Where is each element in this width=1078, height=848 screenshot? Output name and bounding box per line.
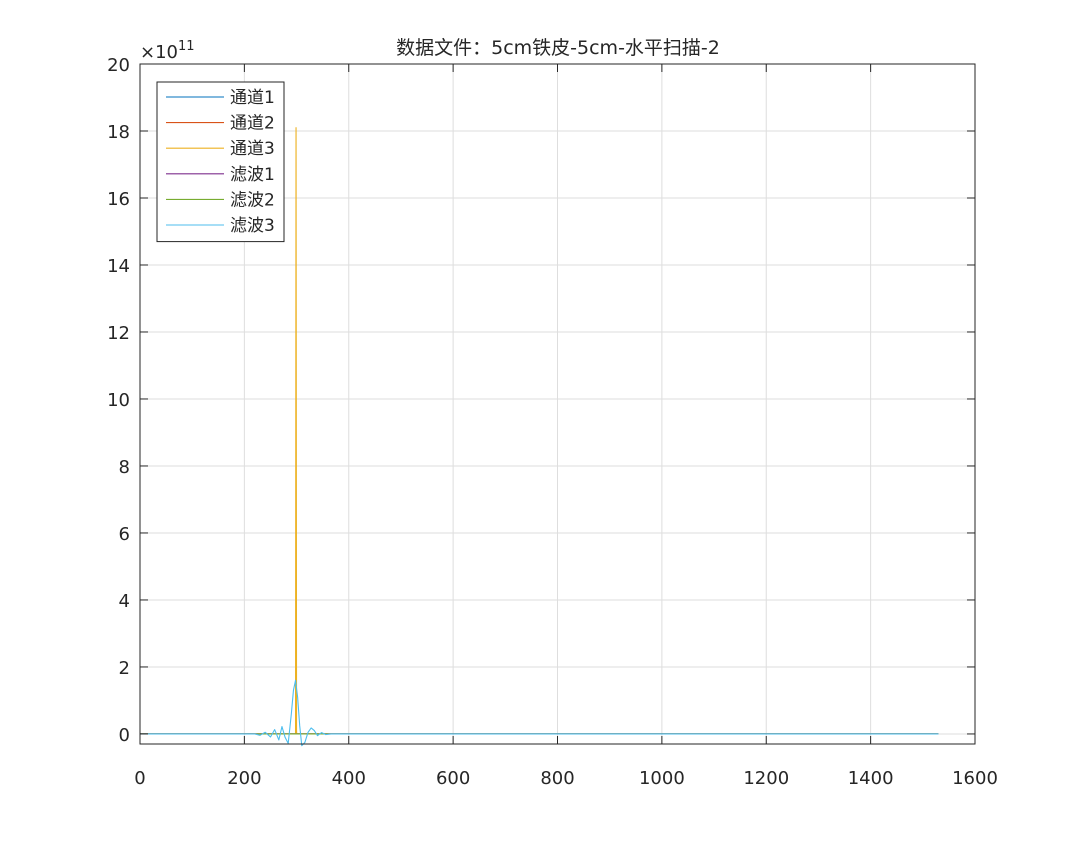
- y-exponent-label: ×1011: [140, 39, 195, 63]
- y-tick-label: 8: [119, 457, 130, 478]
- chart-title: 数据文件：5cm铁皮-5cm-水平扫描-2: [396, 37, 720, 59]
- x-tick-label: 800: [540, 768, 574, 789]
- legend-label: 通道3: [230, 139, 275, 159]
- legend-box: [156, 81, 285, 243]
- series-layer: [140, 127, 939, 747]
- y-tick-label: 18: [107, 122, 130, 143]
- legend-label: 滤波2: [230, 190, 275, 210]
- x-tick-label: 1000: [639, 768, 685, 789]
- y-tick-label: 14: [107, 256, 130, 277]
- legend-label: 通道2: [230, 114, 275, 134]
- y-tick-label: 16: [107, 189, 130, 210]
- legend-label: 通道1: [230, 88, 275, 108]
- legend: 通道1 通道2 通道3 滤波1 滤波2 滤波3: [156, 81, 285, 243]
- x-tick-label: 600: [436, 768, 470, 789]
- y-tick-label: 20: [107, 55, 130, 76]
- x-axis: 0 200 400 600 800 1000 1200 1400 1600: [134, 64, 998, 789]
- x-tick-label: 200: [227, 768, 261, 789]
- y-tick-label: 2: [119, 658, 130, 679]
- y-tick-label: 10: [107, 390, 130, 411]
- legend-label: 滤波3: [230, 216, 275, 236]
- y-tick-label: 6: [119, 524, 130, 545]
- y-axis: 0 2 4 6 8 10 12 14 16 18 20: [107, 55, 975, 746]
- y-tick-label: 4: [119, 591, 130, 612]
- x-tick-label: 0: [134, 768, 145, 789]
- x-tick-label: 1400: [848, 768, 894, 789]
- y-exponent-base: ×10: [140, 42, 178, 63]
- y-exponent-power: 11: [178, 39, 195, 54]
- legend-label: 滤波1: [230, 165, 275, 185]
- x-tick-label: 1200: [743, 768, 789, 789]
- y-tick-label: 0: [119, 725, 130, 746]
- series-line-6: [140, 679, 939, 747]
- y-tick-label: 12: [107, 323, 130, 344]
- x-tick-label: 400: [332, 768, 366, 789]
- x-tick-label: 1600: [952, 768, 998, 789]
